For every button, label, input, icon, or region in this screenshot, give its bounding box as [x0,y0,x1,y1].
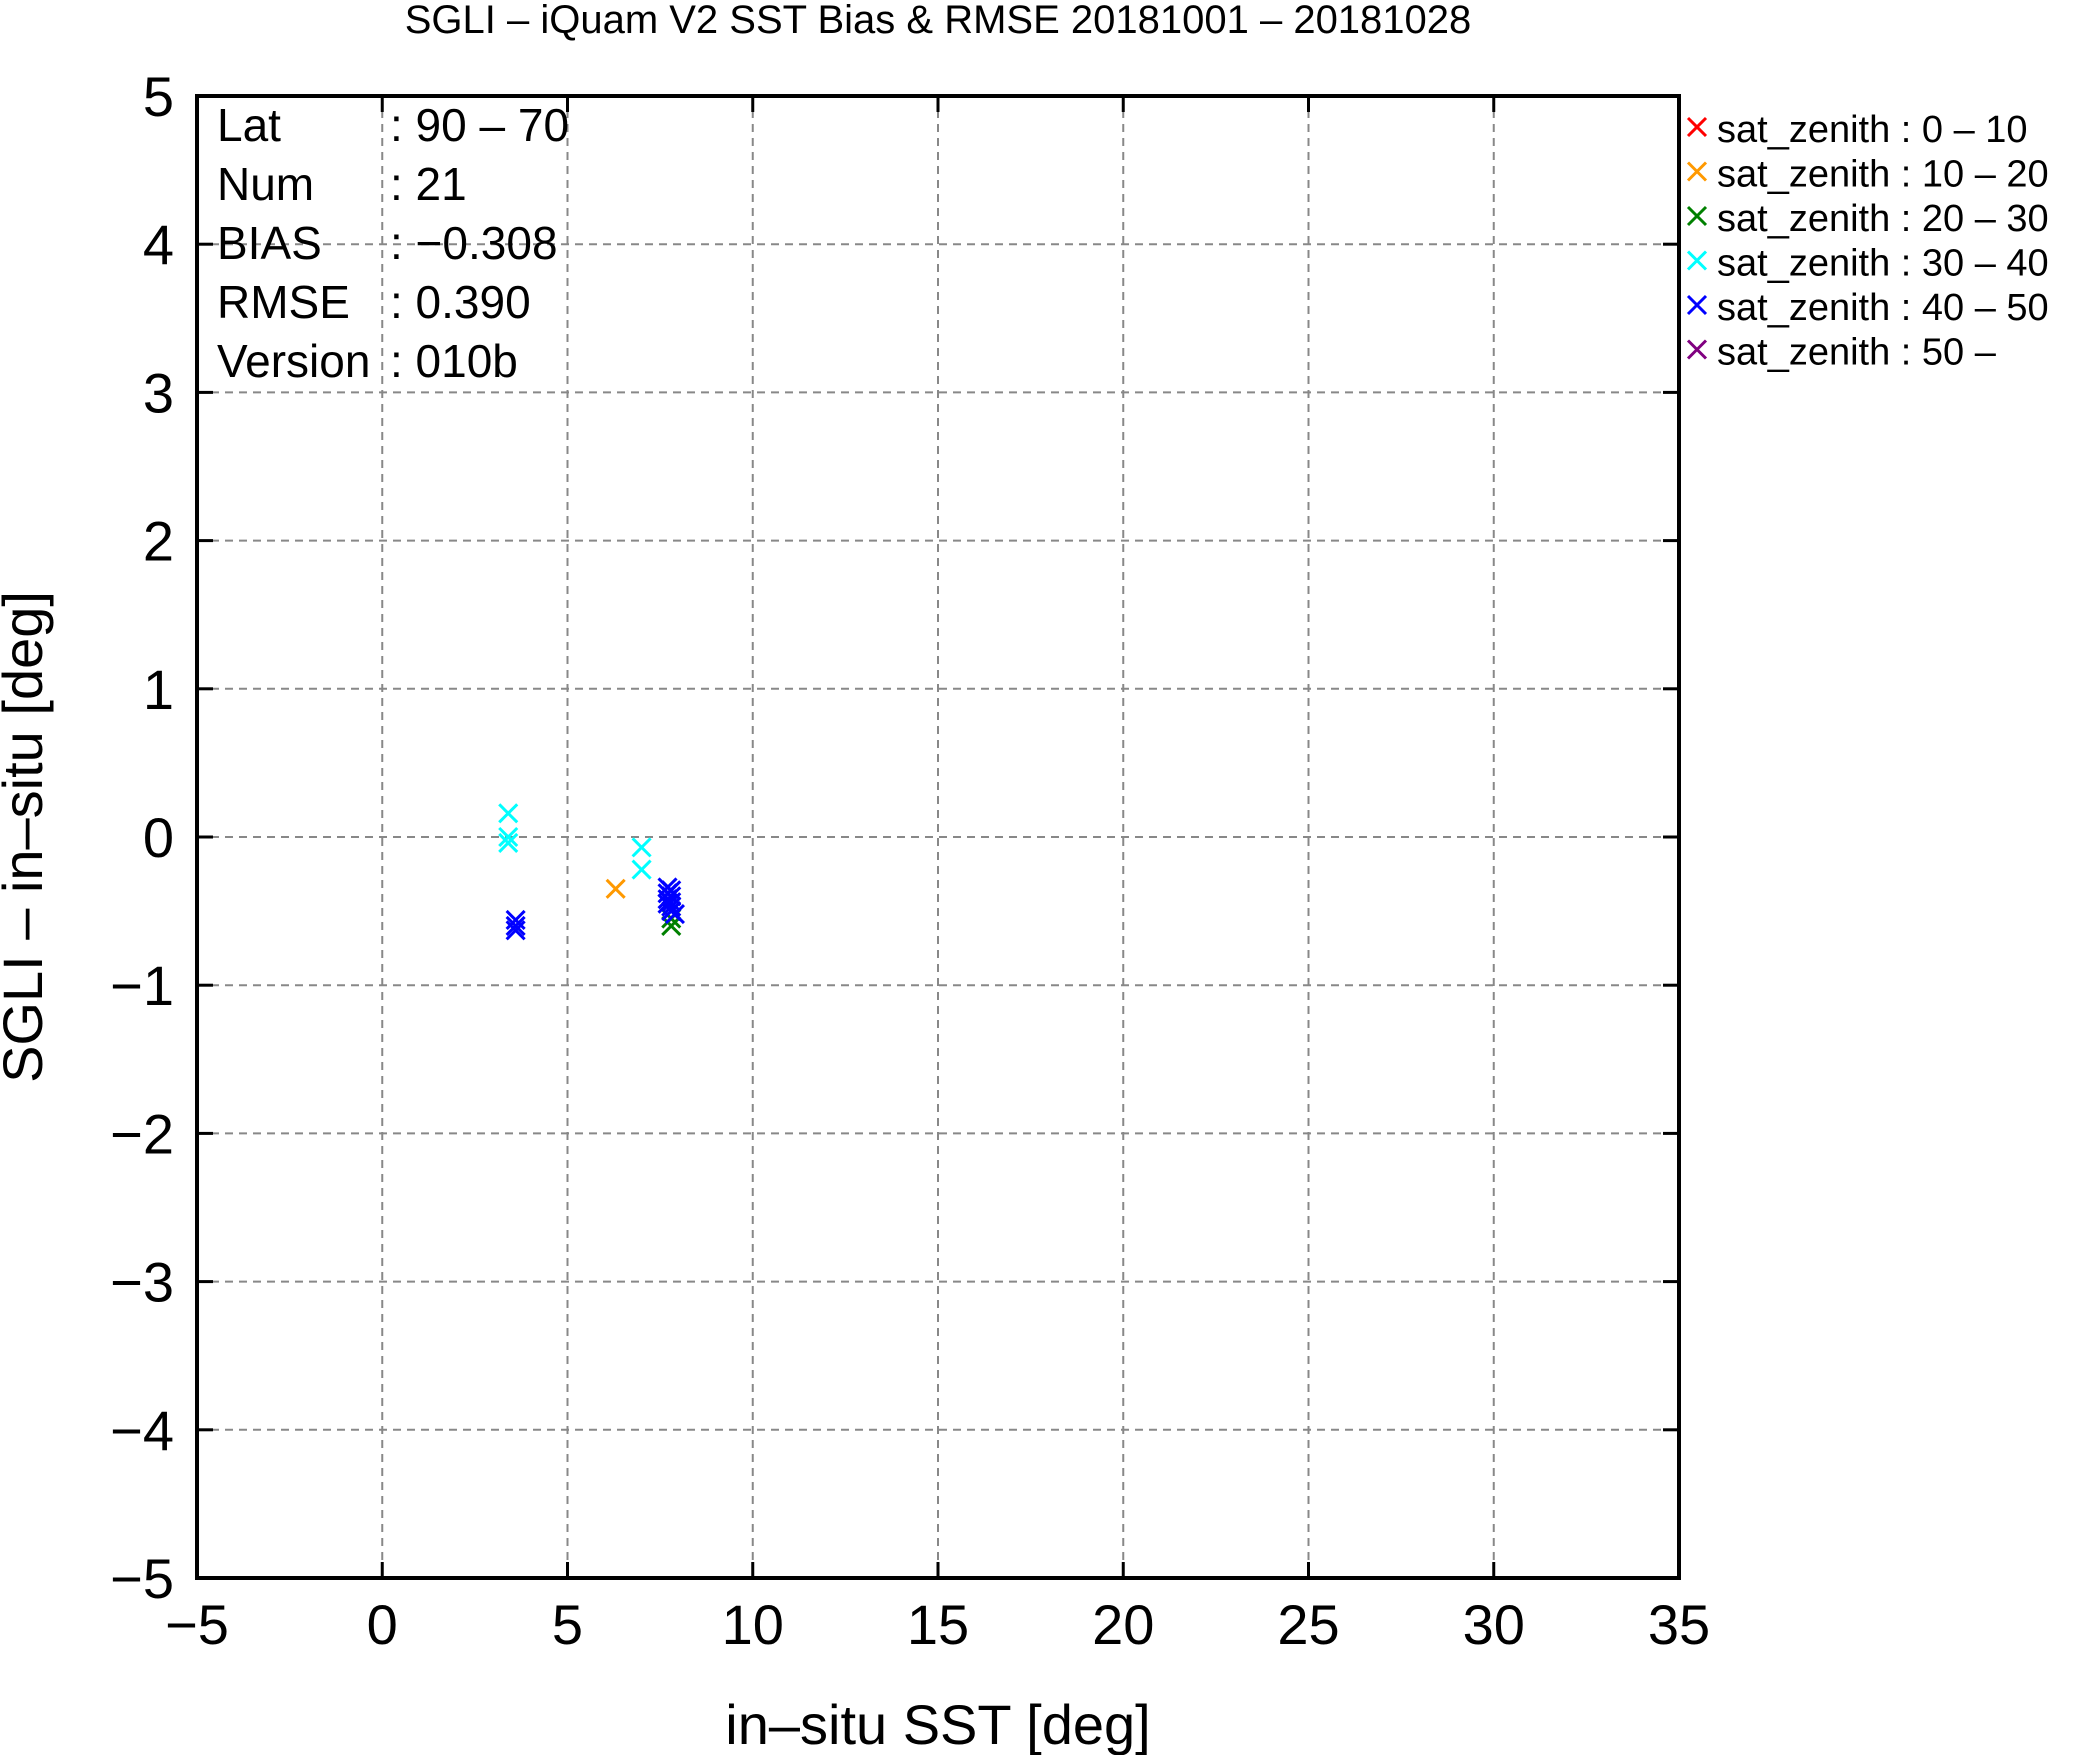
x-tick-label: 0 [367,1593,398,1656]
data-point [631,859,652,880]
legend-marker [1686,294,1708,316]
legend-entry: sat_zenith : 20 – 30 [1717,198,2049,240]
legend-entry: sat_zenith : 40 – 50 [1717,287,2049,329]
grid-lines [197,96,1679,1578]
y-tick-label: −2 [110,1102,174,1165]
stats-label: RMSE [217,276,350,328]
legend-marker [1686,339,1708,360]
legend-entry: sat_zenith : 10 – 20 [1717,154,2049,196]
y-tick-label: −1 [110,954,174,1017]
legend-marker [1686,161,1708,182]
y-tick-label: 2 [143,510,174,573]
data-point [661,915,682,936]
chart-title: SGLI – iQuam V2 SST Bias & RMSE 20181001… [405,0,1472,42]
x-tick-label: 5 [552,1593,583,1656]
x-tick-label: −5 [165,1593,229,1656]
data-point [605,878,626,899]
legend-marker [1686,205,1708,227]
data-point [505,920,526,941]
legend-entry: sat_zenith : 0 – 10 [1717,109,2028,151]
legend-entry: sat_zenith : 30 – 40 [1717,243,2049,285]
data-points [498,803,686,941]
plot-frame [195,94,1681,1580]
data-point [498,832,519,853]
data-point [661,892,682,913]
stats-label: Num [217,158,314,210]
stats-box: Lat : 90 – 70 Num : 21 BIAS : −0.308 RMSE : 0.3… [217,99,569,387]
y-tick-label: 4 [143,213,174,276]
y-tick-label: 1 [143,658,174,721]
x-tick-label: 25 [1277,1593,1339,1656]
y-axis-label: SGLI – in–situ [deg] [0,591,54,1083]
stats-value: : 90 – 70 [390,99,569,151]
stats-value: : −0.308 [390,217,558,269]
data-point [505,915,526,936]
x-tick-label: 20 [1092,1593,1154,1656]
x-tick-label: 30 [1463,1593,1525,1656]
data-point [657,893,678,914]
x-axis-label: in–situ SST [deg] [725,1693,1150,1755]
y-tick-label: −4 [110,1399,174,1462]
y-tick-label: 0 [143,806,174,869]
x-tick-label: 10 [722,1593,784,1656]
stats-label: Version [217,335,370,387]
data-point [664,904,686,925]
y-tick-label: 3 [143,361,174,424]
x-tick-label: 15 [907,1593,969,1656]
data-point [631,837,652,858]
stats-label: Lat [217,99,281,151]
x-tick-label: 35 [1648,1593,1710,1656]
stats-value: : 21 [390,158,467,210]
y-tick-label: −3 [110,1251,174,1314]
stats-value: : 010b [390,335,518,387]
legend-entry: sat_zenith : 50 – [1717,332,1997,374]
y-tick-labels: 5 4 3 2 1 0 −1 −2 −3 −4 −5 [110,65,174,1610]
stats-value: : 0.390 [390,276,531,328]
data-point [498,826,519,848]
stats-label: BIAS [217,217,322,269]
y-tick-label: −5 [110,1547,174,1610]
x-tick-labels: −5 0 5 10 15 20 25 30 35 [165,1593,1710,1656]
y-tick-label: 5 [143,65,174,128]
data-point [498,803,519,824]
legend-marker [1686,116,1708,138]
legend-marker [1686,250,1708,271]
